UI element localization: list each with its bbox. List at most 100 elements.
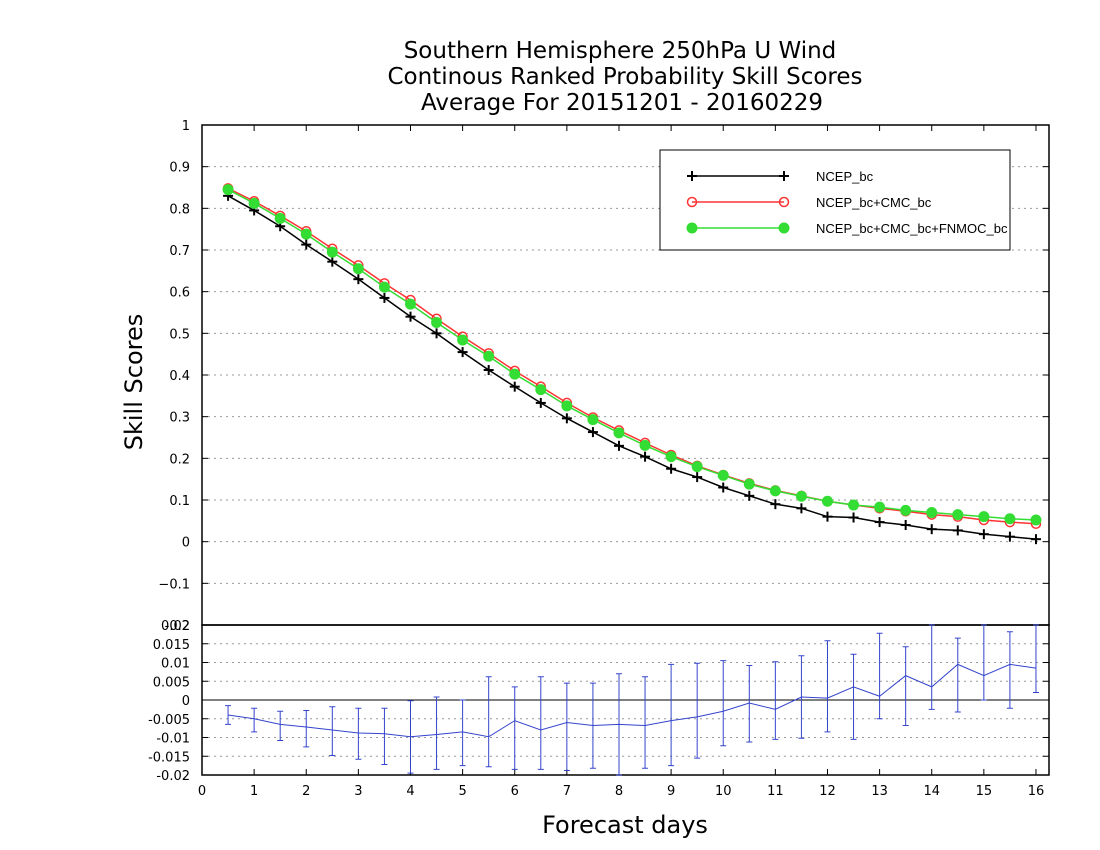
y-tick-label: 0.7 (169, 244, 190, 259)
y-tick-label: 0.3 (169, 411, 190, 426)
error-bar (537, 676, 544, 770)
data-point (248, 197, 260, 209)
data-point (509, 381, 520, 392)
legend-marker (778, 196, 790, 208)
data-point (1030, 534, 1041, 545)
error-bar (668, 663, 675, 767)
data-point (692, 472, 703, 483)
data-point (353, 274, 364, 285)
data-point (666, 463, 677, 474)
data-point (1030, 514, 1042, 526)
error-bar (642, 676, 649, 769)
x-tick-label: 16 (1028, 784, 1045, 799)
data-point (770, 499, 781, 510)
y-tick-label: 0 (182, 536, 190, 551)
y-tick-label: 0.1 (169, 494, 190, 509)
x-tick-label: 2 (302, 784, 310, 799)
error-bar (980, 624, 987, 701)
top-panel-y-ticks: -0.2 −0.1 0 0.1 0.2 0.3 0.4 0.5 0.6 0.7 0.8 0.9 1 (158, 119, 1049, 634)
x-ticks: 0 1 2 3 4 5 6 7 8 9 10 11 12 13 14 15 16 (198, 125, 1044, 799)
data-point (874, 501, 886, 513)
data-point (457, 334, 469, 346)
error-bar (303, 710, 310, 748)
error-bar (459, 699, 466, 767)
data-point (613, 440, 624, 451)
legend-box (659, 149, 1011, 251)
x-tick-label: 1 (250, 784, 258, 799)
legend-label: NCEP_bc+CMC_bc+FNMOC_bc (816, 221, 1008, 236)
data-point (378, 281, 390, 293)
y-tick-label: -0.005 (148, 713, 190, 728)
y-tick-label: 0.02 (161, 619, 190, 634)
error-bar (251, 707, 258, 733)
error-bar (615, 673, 622, 776)
y-tick-label: 0.2 (169, 452, 190, 467)
y-tick-label: 0.6 (169, 286, 190, 301)
data-point (795, 490, 807, 502)
error-bar (329, 706, 336, 756)
error-bar (381, 707, 388, 765)
error-bar (225, 705, 232, 725)
x-tick-label: 3 (354, 784, 362, 799)
x-tick-label: 13 (871, 784, 888, 799)
y-tick-label: 0 (182, 694, 190, 709)
data-point (483, 350, 495, 362)
error-bar (824, 640, 831, 733)
x-tick-label: 7 (563, 784, 571, 799)
data-point (718, 482, 729, 493)
data-point (613, 427, 625, 439)
chart-title-line-2: Continous Ranked Probability Skill Score… (387, 64, 862, 90)
error-bar (433, 696, 440, 770)
data-point (900, 504, 912, 516)
data-point (300, 228, 312, 240)
error-bar (355, 707, 362, 760)
top-panel-series (222, 183, 1042, 545)
data-point (639, 439, 651, 451)
data-point (457, 347, 468, 358)
data-point (821, 495, 833, 507)
error-bar (902, 646, 909, 726)
y-tick-label: 0.8 (169, 202, 190, 217)
data-point (561, 413, 572, 424)
error-bar (485, 676, 492, 768)
y-tick-label: 0.4 (169, 369, 190, 384)
data-point (379, 292, 390, 303)
error-bar (407, 700, 414, 774)
data-point (769, 485, 781, 497)
legend-marker (686, 222, 698, 234)
data-point (301, 239, 312, 250)
data-point (926, 524, 937, 535)
x-tick-label: 6 (511, 784, 519, 799)
x-tick-label: 9 (667, 784, 675, 799)
x-tick-label: 15 (976, 784, 993, 799)
data-point (561, 400, 573, 412)
data-point (1004, 513, 1016, 525)
x-tick-label: 8 (615, 784, 623, 799)
error-bar (928, 624, 935, 710)
data-point (717, 469, 729, 481)
data-point (848, 512, 859, 523)
data-point (952, 525, 963, 536)
chart-title-line-3: Average For 20151201 - 20160229 (421, 90, 823, 116)
y-tick-label: 1 (182, 119, 190, 134)
legend: NCEP_bc NCEP_bc+CMC_bc NCEP_bc+CMC_bc+FNMO… (659, 149, 1011, 251)
error-bar (850, 653, 857, 740)
data-point (691, 461, 703, 473)
data-point (509, 368, 521, 380)
legend-label: NCEP_bc (816, 169, 874, 184)
data-point (952, 509, 964, 521)
legend-marker (779, 171, 789, 181)
chart-title-line-1: Southern Hemisphere 250hPa U Wind (404, 38, 837, 64)
x-tick-label: 14 (923, 784, 940, 799)
y-tick-label: 0.9 (169, 161, 190, 176)
error-bar (954, 637, 961, 713)
data-point (431, 328, 442, 339)
error-bar (589, 682, 596, 769)
data-point (326, 246, 338, 258)
error-bar (694, 662, 701, 759)
data-point (874, 517, 885, 528)
error-bar (798, 655, 805, 739)
bottom-panel-gridlines (202, 643, 1049, 757)
difference-line (227, 663, 1037, 738)
